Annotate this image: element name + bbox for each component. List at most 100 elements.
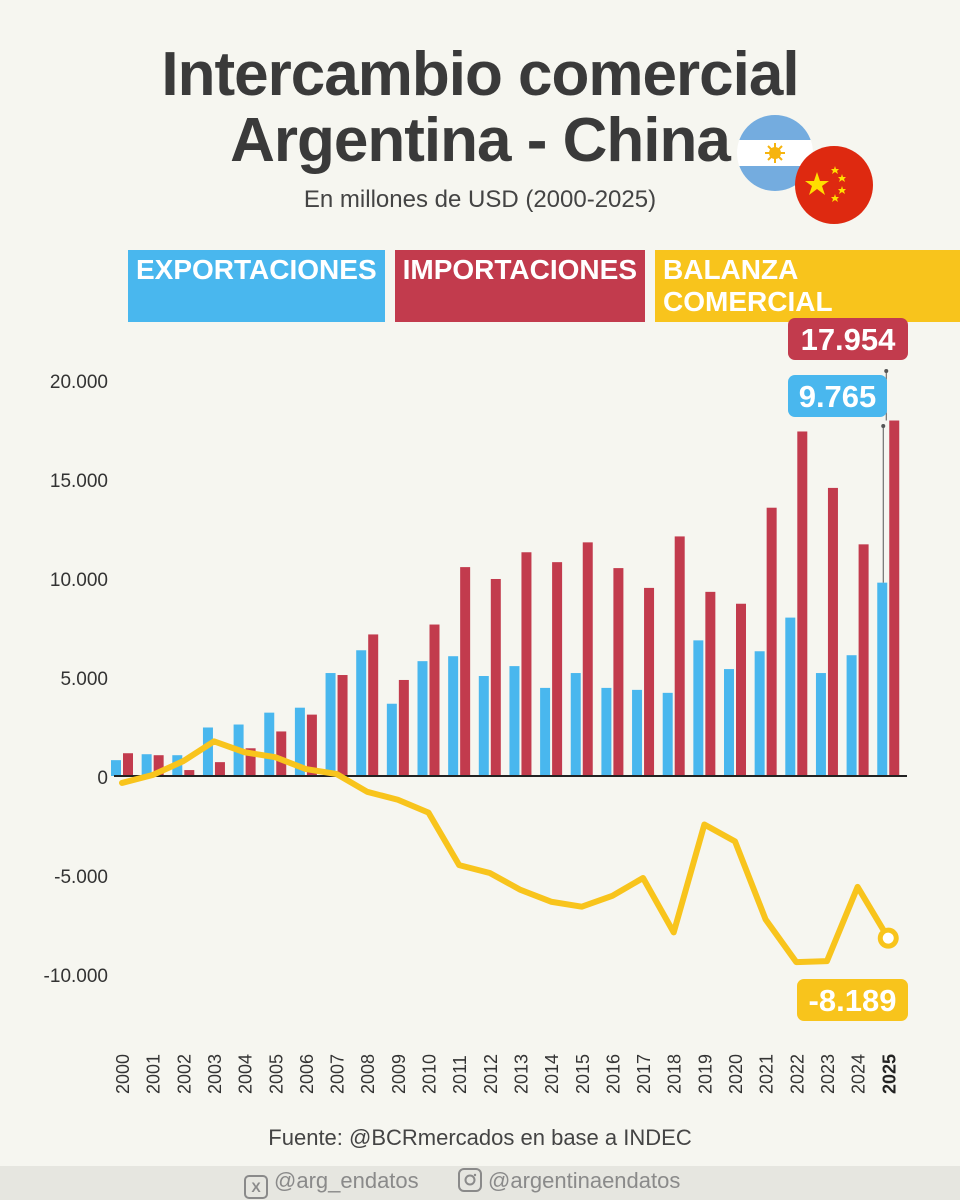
bar-exportaciones — [111, 760, 121, 776]
bar-importaciones — [153, 755, 164, 776]
x-tick-label: 2008 — [358, 1054, 378, 1094]
bar-importaciones — [766, 507, 777, 776]
x-tick-label: 2015 — [573, 1054, 593, 1094]
x-tick-label: 2000 — [113, 1054, 133, 1094]
y-tick-label: -5.000 — [54, 867, 108, 888]
x-tick-label: 2017 — [634, 1054, 654, 1094]
legend-importaciones: IMPORTACIONES — [394, 250, 646, 322]
x-handle-text: @arg_endatos — [274, 1168, 419, 1193]
balanza-comercial-line — [119, 738, 892, 966]
bar-exportaciones — [264, 712, 275, 776]
bar-exportaciones — [877, 582, 888, 776]
bar-exportaciones — [325, 673, 336, 776]
x-tick-label: 2021 — [757, 1054, 777, 1094]
x-logo-icon: X — [244, 1175, 268, 1199]
x-tick-label: 2005 — [266, 1054, 286, 1094]
bar-exportaciones — [693, 640, 704, 776]
x-tick-label: 2007 — [328, 1054, 348, 1094]
bar-exportaciones — [632, 689, 643, 776]
annotation-importaciones-box — [788, 318, 908, 360]
x-tick-label: 2011 — [450, 1055, 470, 1094]
x-tick-label: 2003 — [205, 1054, 225, 1094]
bar-exportaciones — [724, 669, 734, 776]
bar-exportaciones — [202, 727, 213, 776]
bar-importaciones — [582, 542, 593, 776]
x-tick-label: 2002 — [174, 1054, 194, 1094]
y-tick-label: 20.000 — [50, 372, 108, 393]
annotation-leader-dot — [881, 424, 886, 428]
bar-importaciones — [490, 578, 501, 776]
bar-importaciones — [827, 487, 838, 776]
bar-exportaciones — [846, 655, 857, 776]
bar-exportaciones — [662, 692, 673, 776]
page-title-line2: Argentina - China — [230, 106, 731, 175]
annotation-exportaciones-box — [788, 375, 887, 417]
x-tick-label: 2022 — [787, 1054, 807, 1094]
y-tick-label: 0 — [97, 768, 108, 789]
bar-importaciones — [398, 679, 409, 776]
bar-importaciones — [460, 567, 471, 776]
bar-importaciones — [337, 675, 348, 776]
bar-importaciones — [368, 634, 379, 776]
x-tick-label: 2001 — [144, 1054, 164, 1094]
y-tick-label: 5.000 — [60, 669, 108, 690]
bar-importaciones — [736, 603, 746, 776]
bar-exportaciones — [448, 656, 459, 776]
x-tick-label: 2012 — [481, 1054, 501, 1094]
x-handle[interactable]: X @arg_endatos — [244, 1168, 419, 1199]
instagram-handle-text: @argentinaendatos — [488, 1168, 681, 1193]
y-tick-label: -10.000 — [44, 966, 108, 987]
chart-legend: EXPORTACIONES IMPORTACIONES BALANZA COME… — [128, 250, 960, 322]
annotation-balanza-box — [797, 979, 908, 1021]
bar-importaciones — [644, 587, 655, 776]
bar-importaciones — [306, 714, 317, 776]
y-tick-label: 15.000 — [50, 471, 108, 492]
x-tick-label: 2009 — [389, 1054, 409, 1094]
annotation-leader-dot — [884, 369, 889, 373]
bar-exportaciones — [294, 707, 305, 776]
balanza-last-point — [877, 927, 899, 949]
instagram-handle[interactable]: @argentinaendatos — [458, 1168, 680, 1194]
x-tick-label: 2020 — [726, 1054, 746, 1094]
bar-importaciones — [184, 770, 195, 776]
annotation-balanza: -8.189 — [809, 983, 897, 1018]
bar-importaciones — [276, 731, 287, 776]
bar-exportaciones — [754, 651, 765, 776]
bar-importaciones — [552, 562, 563, 776]
x-tick-label: 2024 — [849, 1054, 869, 1094]
bar-importaciones — [245, 748, 256, 776]
x-tick-label: 2019 — [695, 1054, 715, 1094]
bar-exportaciones — [417, 661, 428, 776]
x-tick-label: 2004 — [236, 1054, 256, 1094]
legend-balanza-comercial: BALANZA COMERCIAL — [655, 250, 960, 322]
bar-exportaciones — [570, 673, 581, 776]
page-title-line1: Intercambio comercial — [161, 40, 799, 109]
annotation-importaciones: 17.954 — [801, 322, 897, 357]
bar-importaciones — [613, 568, 624, 776]
bar-importaciones — [674, 536, 685, 776]
bar-importaciones — [214, 762, 225, 776]
bar-importaciones — [429, 624, 440, 776]
page-subtitle: En millones de USD (2000-2025) — [303, 186, 657, 213]
bar-exportaciones — [141, 754, 152, 776]
y-tick-label: 10.000 — [50, 570, 108, 591]
x-tick-label: 2016 — [603, 1054, 623, 1094]
x-tick-label: 2010 — [420, 1054, 440, 1094]
bar-importaciones — [889, 420, 900, 776]
x-tick-label: 2018 — [665, 1054, 685, 1094]
instagram-icon — [458, 1168, 482, 1192]
bar-exportaciones — [478, 676, 489, 776]
annotation-exportaciones: 9.765 — [799, 379, 877, 414]
bar-exportaciones — [601, 687, 612, 776]
source-note: Fuente: @BCRmercados en base a INDEC — [268, 1125, 692, 1150]
bar-importaciones — [705, 591, 716, 776]
bar-importaciones — [858, 544, 869, 776]
x-tick-label: 2013 — [511, 1054, 531, 1094]
bar-exportaciones — [540, 687, 551, 776]
x-tick-label: 2014 — [542, 1054, 562, 1094]
bar-importaciones — [123, 753, 133, 776]
x-tick-label: 2025 — [879, 1054, 899, 1094]
bar-exportaciones — [356, 650, 367, 776]
x-tick-label: 2006 — [297, 1054, 317, 1094]
